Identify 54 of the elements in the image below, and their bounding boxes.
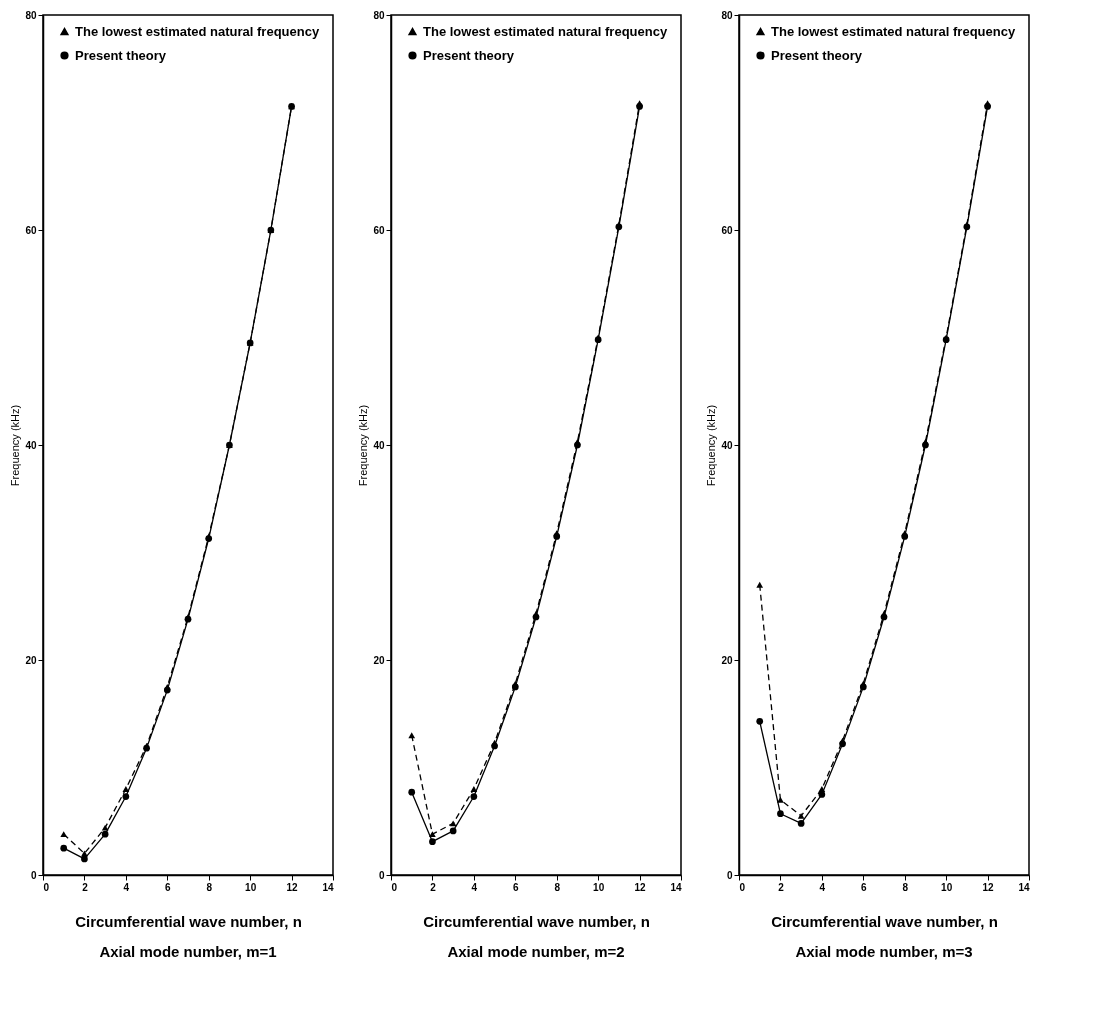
y-tick-label: 20 xyxy=(25,654,37,666)
y-tick-label: 60 xyxy=(373,224,385,236)
x-tick-label: 14 xyxy=(1018,881,1030,893)
text: Axial mode number, m=1 xyxy=(99,943,277,960)
x-axis-title: Circumferential wave number, n xyxy=(771,912,998,930)
y-tick-label: 60 xyxy=(721,224,733,236)
x-tick-label: 2 xyxy=(82,881,89,893)
y-axis-title: Frequency (kHz) xyxy=(705,404,718,487)
x-tick-label: 14 xyxy=(670,881,682,893)
x-tick-label: 10 xyxy=(245,881,257,893)
x-tick-label: 4 xyxy=(819,881,826,893)
y-tick-label: 60 xyxy=(25,224,37,236)
x-tick-label: 2 xyxy=(430,881,437,893)
x-axis-title: Circumferential wave number, n xyxy=(75,912,302,930)
legend-label: The lowest estimated natural frequency xyxy=(75,23,320,39)
x-tick-label: 0 xyxy=(739,881,746,893)
legend-label: The lowest estimated natural frequency xyxy=(423,23,668,39)
x-tick-label: 0 xyxy=(43,881,50,893)
x-tick-label: 10 xyxy=(593,881,605,893)
x-tick-label: 6 xyxy=(861,881,867,893)
y-tick-label: 80 xyxy=(721,9,733,21)
x-axis-title: Circumferential wave number, n xyxy=(423,912,650,930)
legend-label: Present theory xyxy=(423,47,515,63)
x-tick-label: 8 xyxy=(554,881,561,893)
x-tick-label: 12 xyxy=(634,881,647,893)
x-tick-label: 4 xyxy=(123,881,130,893)
legend-label: Present theory xyxy=(75,47,167,63)
x-tick-label: 10 xyxy=(941,881,953,893)
text: Axial mode number, m=3 xyxy=(795,943,973,960)
x-tick-label: 4 xyxy=(471,881,478,893)
x-tick-label: 6 xyxy=(513,881,519,893)
y-tick-label: 80 xyxy=(25,9,37,21)
y-tick-label: 80 xyxy=(373,9,385,21)
legend-label: Present theory xyxy=(771,47,863,63)
legend-label: The lowest estimated natural frequency xyxy=(771,23,1016,39)
x-tick-label: 8 xyxy=(206,881,213,893)
y-tick-label: 0 xyxy=(378,869,385,881)
x-tick-label: 8 xyxy=(902,881,909,893)
y-tick-label: 20 xyxy=(373,654,385,666)
y-tick-label: 40 xyxy=(721,439,733,451)
y-tick-label: 40 xyxy=(25,439,37,451)
y-tick-label: 20 xyxy=(721,654,733,666)
y-axis-title: Frequency (kHz) xyxy=(357,404,370,487)
y-tick-label: 0 xyxy=(30,869,37,881)
x-tick-label: 0 xyxy=(391,881,398,893)
x-tick-label: 2 xyxy=(778,881,785,893)
x-tick-label: 12 xyxy=(982,881,995,893)
y-axis-title: Frequency (kHz) xyxy=(9,404,22,487)
x-tick-label: 12 xyxy=(286,881,299,893)
y-tick-label: 0 xyxy=(726,869,733,881)
x-tick-label: 6 xyxy=(165,881,171,893)
x-tick-label: 14 xyxy=(322,881,334,893)
text: Axial mode number, m=2 xyxy=(447,943,625,960)
y-tick-label: 40 xyxy=(373,439,385,451)
